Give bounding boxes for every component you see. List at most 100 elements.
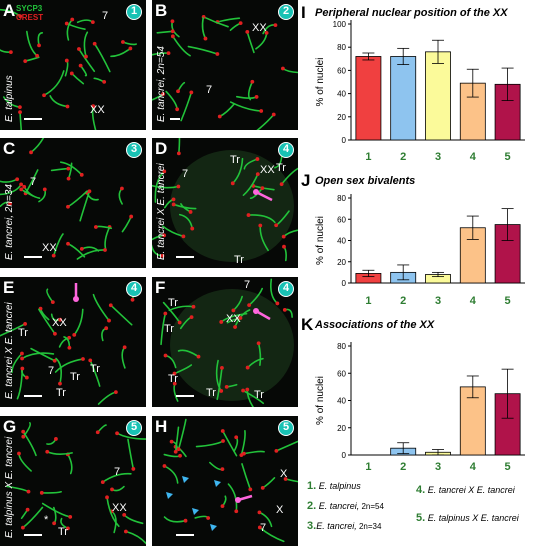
chromosome-axis [194,515,209,519]
centromere-dot [115,431,119,436]
centromere-dot [163,311,168,316]
centromere-dot [69,71,74,76]
chromosome-annotation: Tr [56,387,66,399]
category-label: 1 [365,461,371,472]
chromosome-annotation: 7 [30,176,37,188]
category-label: 5 [505,151,511,163]
chromosome-axis [241,463,252,491]
centromere-dot [113,390,118,395]
centromere-dot [245,29,250,34]
chromosome-annotation: 7 [182,168,189,180]
centromere-dot [171,202,176,207]
chromosome-axis [209,461,224,471]
centromere-dot [238,316,243,320]
centromere-dot [206,516,211,520]
chromosome-axis [78,48,96,73]
centromere-dot [259,109,264,113]
centromere-dot [78,63,83,68]
centromere-dot [42,93,46,98]
chromosome-axis [116,432,146,440]
chromosome-axis [101,472,132,483]
centromere-dot [45,449,50,454]
centromere-dot [26,489,31,494]
centromere-dot [170,29,175,34]
centromere-dot [88,358,93,363]
centromere-dot [107,318,111,323]
blue-arrowhead [214,480,221,487]
centromere-dot [220,365,224,370]
chart-peripheral-position: I Peripheral nuclear position of the XX 0 2… [299,0,529,178]
chromosome-annotation: Tr [230,154,240,166]
centromere-dot [234,435,239,440]
chromosome-axis [172,35,191,57]
centromere-dot [188,210,193,214]
y-tick-label: 40 [337,397,346,406]
centromere-dot [20,356,24,361]
centromere-dot [52,521,57,526]
chromosome-axis [243,450,265,455]
centromere-dot [248,487,253,492]
centromere-dot [104,326,109,331]
centromere-dot [70,17,75,22]
blue-arrowhead [182,476,189,483]
centromere-dot [54,437,58,441]
chromosome-axis [242,389,265,405]
centromere-dot [264,31,269,35]
chromosome-axis [21,352,55,360]
centromere-dot [176,89,180,94]
chromosome-axis [152,93,164,101]
centromere-dot [66,241,70,246]
centromere-dot [37,43,41,48]
chromosome-axis [243,158,259,170]
category-label: 3 [435,151,441,163]
centromere-dot [72,332,77,337]
y-axis-label: % of nuclei [315,58,326,107]
chromosome-annotation: Tr [206,387,216,399]
specimen-caption: E. tancrei, 2n=54 [156,46,167,122]
chromosome-axis [215,359,222,392]
centromere-dot [129,214,134,219]
chromosome-axis [240,430,246,456]
chromosome-spread [0,8,137,130]
centromere-dot [21,434,26,439]
centromere-dot [279,182,284,187]
category-label: 5 [505,461,511,472]
centromere-dot [215,52,220,56]
centromere-dot [25,507,30,512]
centromere-dot [122,345,127,350]
chromosome-annotation: Tr [168,373,178,385]
centromere-dot [95,430,100,435]
specimen-caption: E. talpinus [4,75,15,122]
scale-bar [176,395,194,397]
centromere-dot [175,107,180,112]
chromosome-annotation: 7 [48,365,55,377]
centromere-dot [65,104,70,109]
centromere-dot [282,244,286,249]
chromosome-annotation: Tr [70,371,80,383]
chromosome-axis [195,440,224,448]
centromere-dot [58,381,62,386]
centromere-dot [219,320,224,324]
chromosome-axis [257,342,262,366]
centromere-dot [169,439,174,444]
group-number-badge: 2 [278,4,294,20]
centromere-dot [274,223,279,228]
centromere-dot [103,248,107,252]
y-tick-label: 100 [333,20,347,29]
chromosome-axis [160,312,167,346]
chromosome-axis [259,526,285,543]
scale-bar [24,256,42,258]
chromosome-axis [202,16,229,28]
chromosome-axis [187,45,219,55]
chromosome-axis [22,422,31,438]
chromosome-axis [92,293,110,322]
centromere-dot [255,157,260,161]
chromosome-axis [174,426,180,453]
y-tick-label: 60 [337,369,346,378]
bar-chart-k: K Associations of the XX 0 20 40 60 80 % of nuc… [301,315,525,472]
centromere-dot [254,95,259,99]
chromosome-axis [0,8,22,18]
centromere-dot [283,477,288,481]
specimen-caption: E. tancrei X E. tancrei [4,302,15,399]
chromosome-axis [0,49,12,53]
